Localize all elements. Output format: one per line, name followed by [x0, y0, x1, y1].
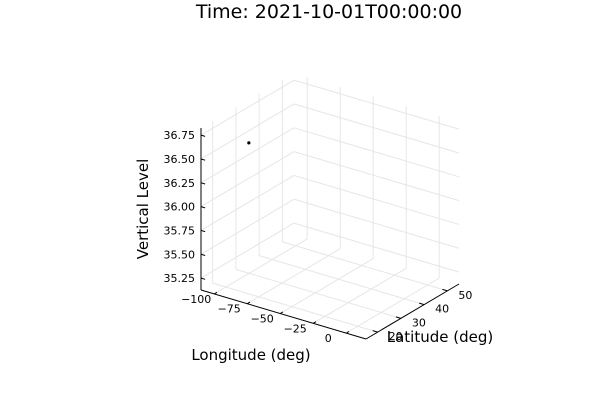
z-tick-mark	[200, 277, 206, 280]
x-tick-mark	[345, 331, 350, 334]
x-axis-line	[200, 289, 367, 340]
z-tick-label: 35.25	[164, 272, 196, 285]
x-tick-mark	[279, 311, 284, 314]
z-tick-mark	[200, 158, 206, 161]
y-axis-line	[365, 283, 460, 340]
y-tick-label: 40	[435, 303, 449, 316]
y-axis-label: Latitude (deg)	[387, 328, 493, 346]
x-gridline-floor	[213, 238, 308, 295]
y-tick-mark	[419, 302, 425, 306]
z-gridline-left-wall	[200, 103, 295, 160]
x-tick-label: −75	[218, 303, 241, 316]
y-tick-mark	[442, 288, 448, 292]
y-tick-label: 50	[458, 289, 472, 302]
x-tick-label: −25	[284, 322, 307, 335]
z-tick-label: 35.50	[164, 248, 196, 261]
z-tick-label: 35.75	[164, 224, 196, 237]
z-tick-mark	[200, 229, 206, 233]
z-tick-mark	[200, 134, 206, 137]
x-gridline-floor	[345, 277, 440, 334]
x-tick-mark	[246, 301, 251, 305]
z-tick-label: 36.00	[164, 201, 196, 214]
grid-layer	[200, 76, 460, 334]
x-tick-label: −50	[251, 313, 274, 326]
x-tick-mark	[213, 291, 218, 295]
x-tick-label: −100	[181, 293, 211, 306]
y-tick-mark	[372, 330, 378, 333]
z-gridline-back-wall	[293, 103, 460, 154]
z-tick-mark	[200, 206, 206, 209]
z-tick-mark	[200, 182, 206, 185]
y-gridline-floor	[258, 255, 425, 306]
z-gridline-left-wall	[200, 79, 295, 136]
z-tick-mark	[200, 253, 206, 256]
z-gridline-back-wall	[293, 151, 460, 202]
y-tick-label: 30	[412, 316, 426, 329]
z-gridline-left-wall	[200, 198, 295, 255]
x-gridline-floor	[312, 267, 407, 324]
point-layer	[247, 141, 251, 145]
y-gridline-floor	[212, 282, 378, 333]
y-gridline-floor	[235, 268, 402, 319]
z-gridline-back-wall	[293, 222, 460, 273]
z-gridline-left-wall	[200, 127, 295, 184]
y-gridline-floor	[282, 241, 448, 292]
x-tick-label: 0	[325, 332, 332, 345]
z-gridline-back-wall	[293, 174, 460, 225]
y-tick-mark	[395, 316, 402, 319]
axis-layer	[200, 128, 460, 340]
z-gridline-back-wall	[293, 198, 460, 249]
z-gridline-left-wall	[200, 175, 295, 231]
data-point	[247, 141, 251, 145]
x-axis-label: Longitude (deg)	[191, 346, 310, 364]
x-tick-mark	[312, 321, 317, 324]
x-gridline-floor	[279, 258, 374, 314]
z-axis-label: Vertical Level	[134, 159, 152, 260]
z-gridline-back-wall	[293, 79, 460, 130]
tick-layer: −100 −75 −50 −25 0 20 30 40 50 35.25 35.50 35.75 36.…	[164, 129, 473, 345]
z-gridline-left-wall	[200, 222, 295, 279]
z-tick-label: 36.50	[164, 153, 196, 166]
y-tick-label: 20	[389, 330, 403, 343]
x-gridline-floor	[246, 248, 341, 305]
chart-title: Time: 2021-10-01T00:00:00	[195, 1, 462, 23]
z-gridline-back-wall	[293, 127, 460, 178]
z-gridline-left-wall	[200, 151, 295, 208]
z-tick-label: 36.25	[164, 177, 196, 190]
z-tick-label: 36.75	[164, 129, 196, 142]
